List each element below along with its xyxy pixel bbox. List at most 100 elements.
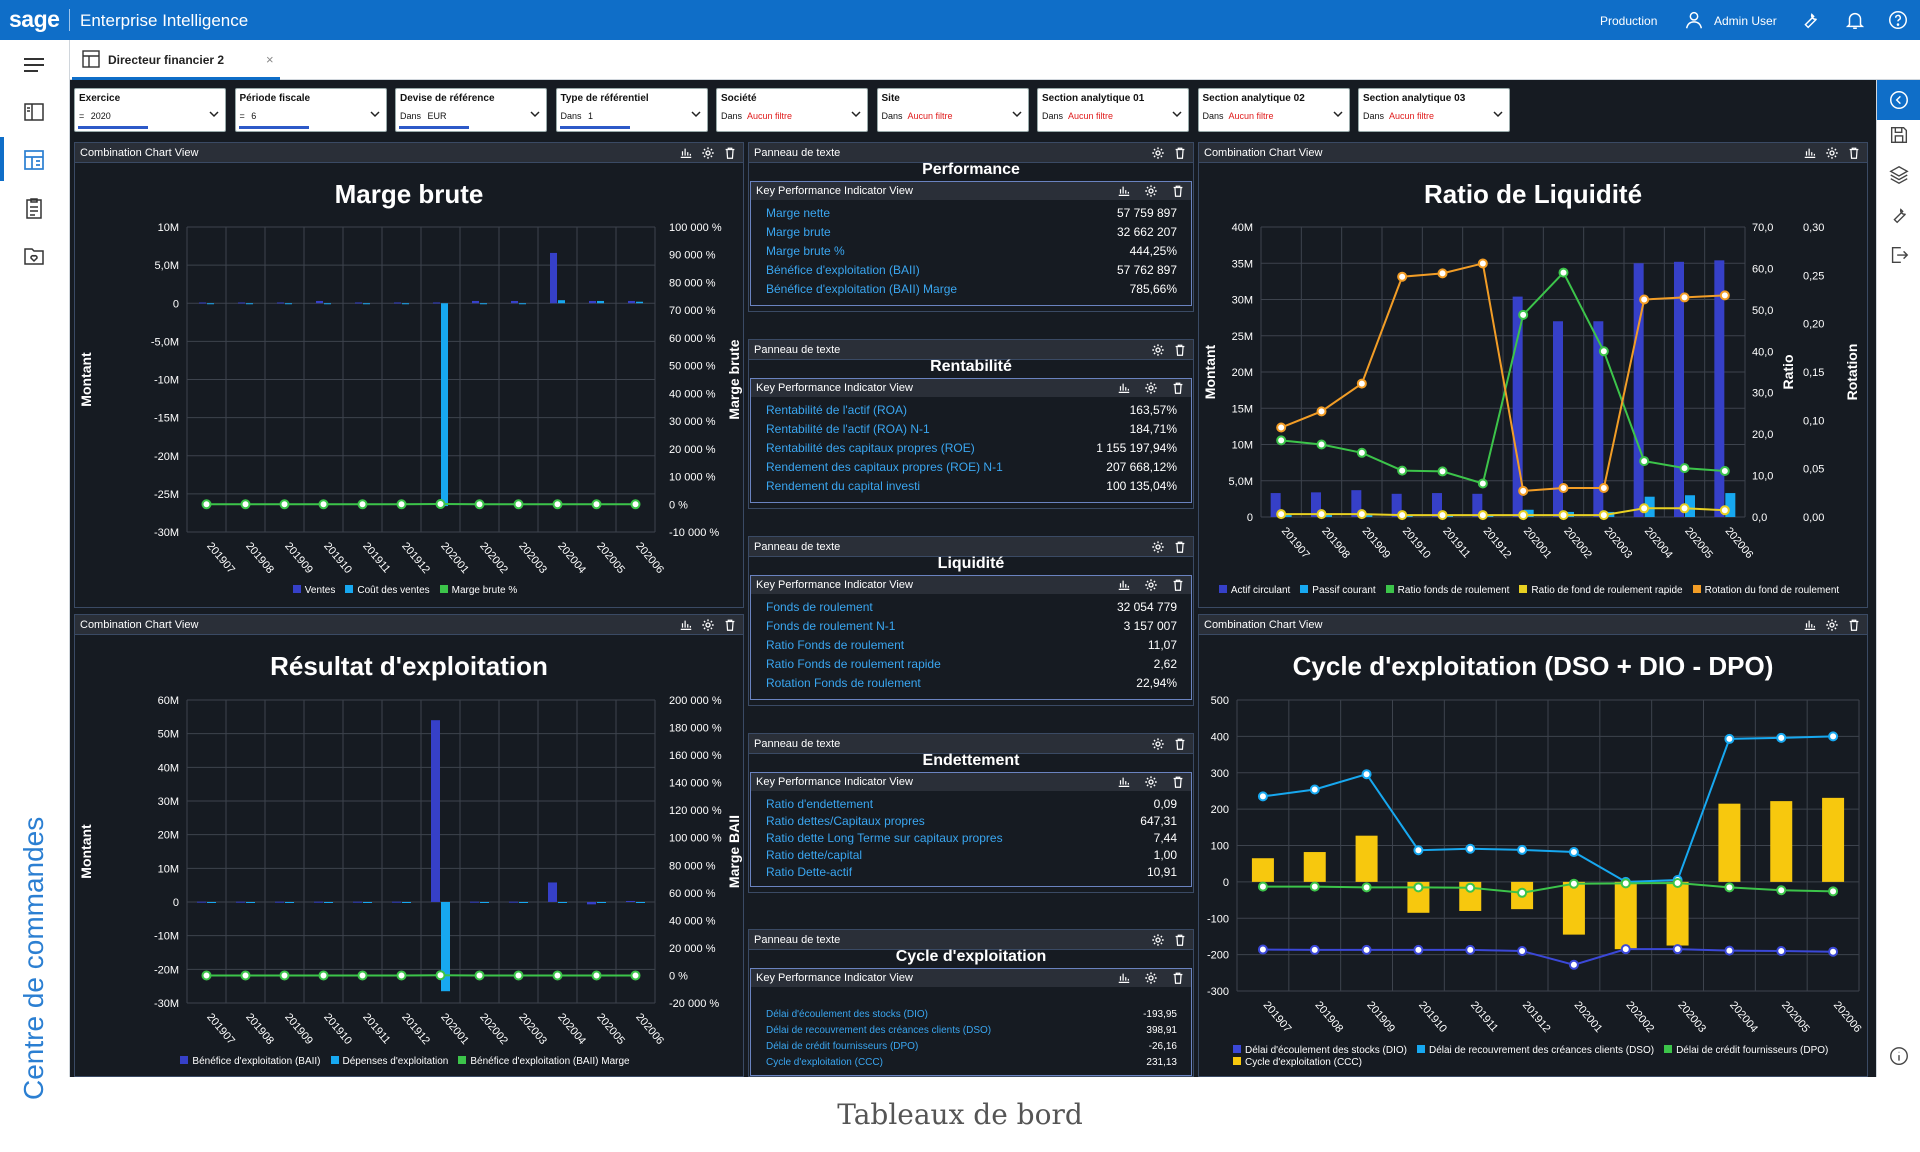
chart-view-icon[interactable] <box>1117 775 1131 789</box>
delete-trash-icon[interactable] <box>1847 618 1861 632</box>
bar-cycle-d-exploitation-ccc-[interactable] <box>1251 858 1274 882</box>
line-point[interactable] <box>1568 847 1579 858</box>
chart-view-icon[interactable] <box>1117 184 1131 198</box>
chevron-down-icon[interactable] <box>1493 109 1503 119</box>
line-point[interactable] <box>1356 509 1367 520</box>
line-point[interactable] <box>1598 510 1609 521</box>
bar-cycle-d-exploitation-ccc-[interactable] <box>1562 881 1585 935</box>
chart-view-icon[interactable] <box>679 618 693 632</box>
legend-item[interactable]: Coût des ventes <box>345 585 430 597</box>
legend-item[interactable]: Ratio fonds de roulement <box>1385 585 1509 597</box>
bar-ventes[interactable] <box>433 302 440 304</box>
bar-co-t-des-ventes[interactable] <box>441 303 448 507</box>
line-point[interactable] <box>435 970 446 981</box>
kpi-label[interactable]: Ratio dettes/Capitaux propres <box>766 814 925 828</box>
bar-actif-circulant[interactable] <box>1633 263 1644 517</box>
line-point[interactable] <box>357 970 368 981</box>
line-point[interactable] <box>1558 483 1569 493</box>
bar-d-penses-d-exploitation[interactable] <box>441 902 450 992</box>
line-point[interactable] <box>1679 292 1690 303</box>
bar-d-penses-d-exploitation[interactable] <box>402 902 411 903</box>
folder-heart-icon[interactable] <box>22 244 46 268</box>
bar-passif-courant[interactable] <box>1725 493 1736 517</box>
bar-d-penses-d-exploitation[interactable] <box>363 902 372 903</box>
filter-2[interactable]: Devise de référence Dans EUR <box>395 88 547 132</box>
kpi-label[interactable]: Marge brute % <box>766 244 845 258</box>
settings-gear-icon[interactable] <box>1144 971 1158 985</box>
line-point[interactable] <box>1316 406 1327 417</box>
line-point[interactable] <box>279 499 290 510</box>
bar-b-n-fice-d-exploitation-baii-[interactable] <box>353 901 362 903</box>
chart-view-icon[interactable] <box>679 146 693 160</box>
line-point[interactable] <box>1620 878 1631 889</box>
bar-passif-courant[interactable] <box>1644 496 1655 517</box>
settings-gear-icon[interactable] <box>1825 146 1839 160</box>
bar-d-penses-d-exploitation[interactable] <box>285 902 294 903</box>
chevron-down-icon[interactable] <box>530 109 540 119</box>
settings-gear-icon[interactable] <box>1144 184 1158 198</box>
bar-passif-courant[interactable] <box>1685 495 1695 517</box>
bar-ventes[interactable] <box>238 302 245 304</box>
bar-b-n-fice-d-exploitation-baii-[interactable] <box>314 901 323 903</box>
line-point[interactable] <box>201 499 212 510</box>
bar-actif-circulant[interactable] <box>1512 296 1523 517</box>
line-point[interactable] <box>240 499 251 510</box>
line-point[interactable] <box>552 970 563 981</box>
delete-trash-icon[interactable] <box>1173 343 1187 357</box>
delete-trash-icon[interactable] <box>1171 578 1185 592</box>
line-point[interactable] <box>1276 509 1287 520</box>
line-point[interactable] <box>318 970 329 981</box>
line-point[interactable] <box>1568 878 1579 889</box>
chart-view-icon[interactable] <box>1803 618 1817 632</box>
bar-d-penses-d-exploitation[interactable] <box>480 902 489 903</box>
info-icon[interactable] <box>1888 1045 1910 1067</box>
line-point[interactable] <box>1598 483 1609 493</box>
line-point[interactable] <box>240 970 251 981</box>
filter-6[interactable]: Section analytique 01 Dans Aucun filtre <box>1037 88 1189 132</box>
kpi-label[interactable]: Rendement du capital investi <box>766 479 921 493</box>
line-point[interactable] <box>552 499 563 510</box>
bar-cycle-d-exploitation-ccc-[interactable] <box>1718 803 1741 882</box>
kpi-label[interactable]: Rentabilité de l'actif (ROA) <box>766 403 908 417</box>
chart-view-icon[interactable] <box>1117 381 1131 395</box>
line-point[interactable] <box>513 970 524 981</box>
line-point[interactable] <box>1413 845 1424 856</box>
chevron-down-icon[interactable] <box>690 109 701 119</box>
bar-b-n-fice-d-exploitation-baii-[interactable] <box>470 901 479 903</box>
bar-b-n-fice-d-exploitation-baii-[interactable] <box>587 902 596 905</box>
bar-d-penses-d-exploitation[interactable] <box>636 902 645 903</box>
line-point[interactable] <box>1361 769 1372 780</box>
bar-co-t-des-ventes[interactable] <box>246 303 253 305</box>
bar-passif-courant[interactable] <box>1604 511 1615 517</box>
settings-gear-icon[interactable] <box>1151 933 1165 947</box>
filter-1[interactable]: Période fiscale = 6 <box>234 88 387 132</box>
kpi-label[interactable]: Ratio dette Long Terme sur capitaux prop… <box>766 831 1003 845</box>
kpi-label[interactable]: Ratio Fonds de roulement rapide <box>766 657 941 671</box>
bar-passif-courant[interactable] <box>1564 511 1574 517</box>
bar-ventes[interactable] <box>277 302 284 304</box>
line-point[interactable] <box>1724 945 1735 956</box>
legend-item[interactable]: Dépenses d'exploitation <box>330 1056 448 1068</box>
bar-b-n-fice-d-exploitation-baii-[interactable] <box>197 901 206 903</box>
bar-actif-circulant[interactable] <box>1593 321 1604 517</box>
line-point[interactable] <box>1477 510 1488 521</box>
line-point[interactable] <box>1828 946 1839 957</box>
line-point[interactable] <box>1309 784 1320 795</box>
kpi-label[interactable]: Marge brute <box>766 225 831 239</box>
legend-item[interactable]: Rotation du fond de roulement <box>1692 585 1839 597</box>
bar-co-t-des-ventes[interactable] <box>324 303 331 305</box>
kpi-label[interactable]: Délai de crédit fournisseurs (DPO) <box>766 1041 919 1052</box>
help-icon[interactable] <box>1887 9 1909 31</box>
settings-gear-icon[interactable] <box>1825 618 1839 632</box>
bar-passif-courant[interactable] <box>1523 509 1534 517</box>
bar-cycle-d-exploitation-ccc-[interactable] <box>1407 881 1430 913</box>
settings-gear-icon[interactable] <box>1151 146 1165 160</box>
line-point[interactable] <box>1356 447 1367 458</box>
line-point[interactable] <box>1518 309 1529 320</box>
bar-actif-circulant[interactable] <box>1674 261 1684 517</box>
bar-ventes[interactable] <box>589 300 596 304</box>
bar-ventes[interactable] <box>550 252 557 304</box>
filter-8[interactable]: Section analytique 03 Dans Aucun filtre <box>1358 88 1510 132</box>
legend-item[interactable]: Ratio de fond de roulement rapide <box>1519 585 1683 597</box>
line-point[interactable] <box>1437 510 1448 521</box>
